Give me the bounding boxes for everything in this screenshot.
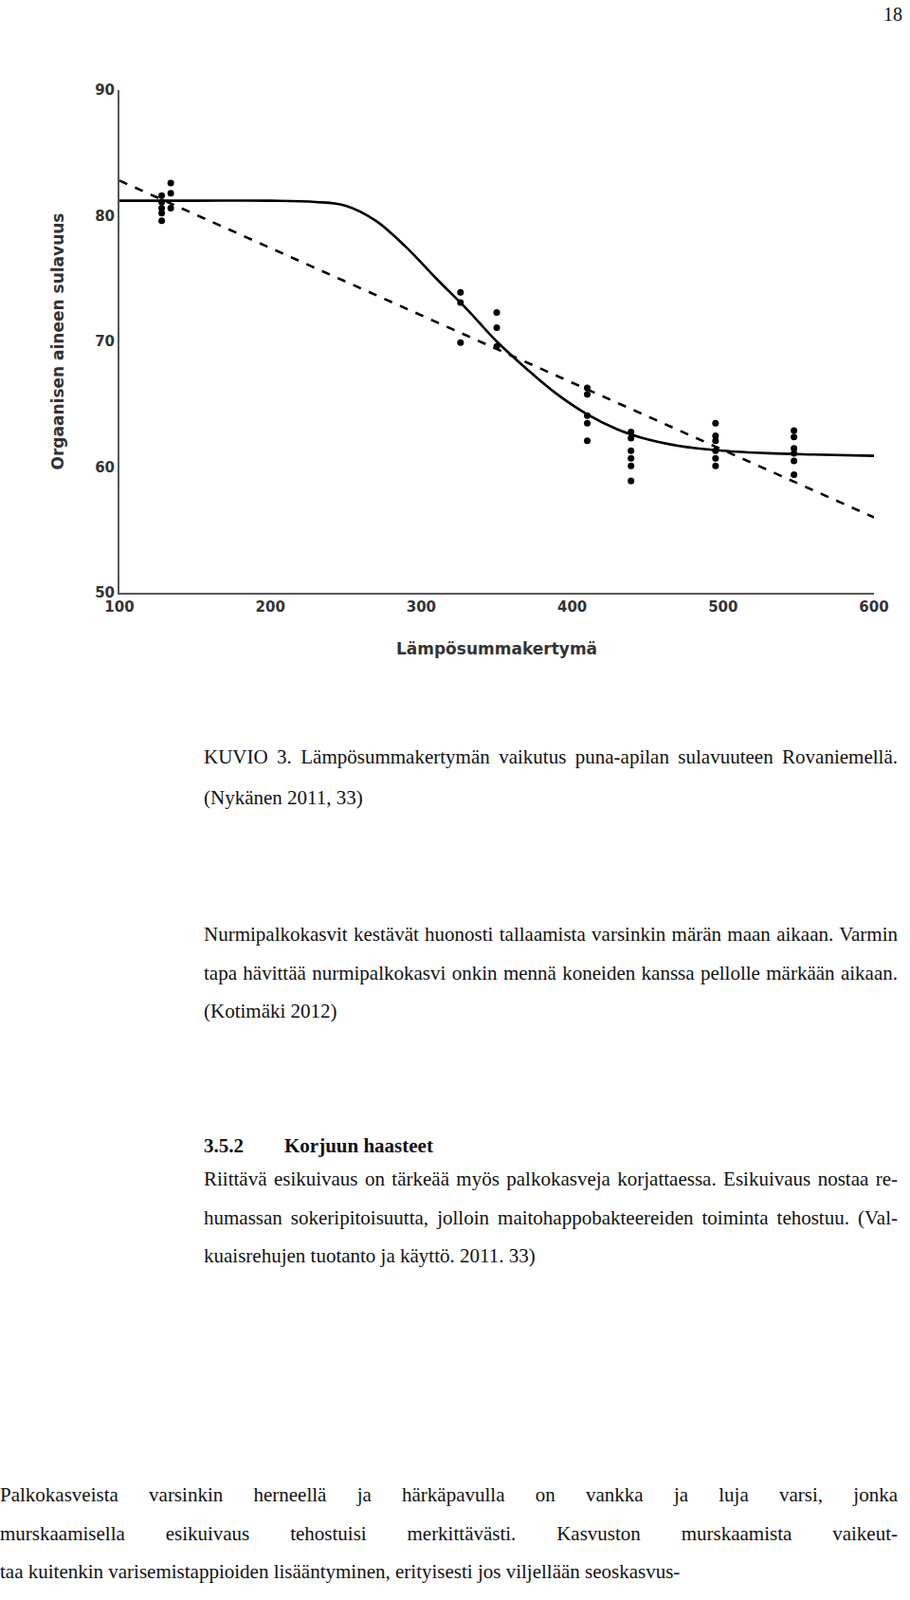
svg-text:200: 200 <box>255 598 286 616</box>
svg-text:Lämpösummakertymä: Lämpösummakertymä <box>396 638 598 658</box>
html-text:taa kuitenkin varisemistappioi: taa kuitenkin varisemistappioiden lisään… <box>0 1559 681 1583</box>
svg-text:600: 600 <box>858 598 889 616</box>
svg-text:300: 300 <box>406 598 437 616</box>
html-text:18: 18 <box>883 3 903 25</box>
svg-text:400: 400 <box>557 598 587 616</box>
svg-text:100: 100 <box>104 598 134 616</box>
html-text:(Kotimäki 2012): (Kotimäki 2012) <box>203 999 338 1022</box>
html-text:murskaamisella esikuivaus teho: murskaamisella esikuivaus tehostuisi mer… <box>0 1520 898 1544</box>
html-text:tapa hävittää nurmipalkokasvi: tapa hävittää nurmipalkokasvi onkin menn… <box>203 960 898 984</box>
html-text:Nurmipalkokasvit kestävät huon: Nurmipalkokasvit kestävät huonosti talla… <box>203 922 898 946</box>
svg-text:60: 60 <box>94 458 115 476</box>
html-text:3.5.2: 3.5.2 <box>203 1133 244 1157</box>
html-text:(Nykänen 2011, 33): (Nykänen 2011, 33) <box>203 785 363 809</box>
html-text:KUVIO 3. Lämpösummakertymän va: KUVIO 3. Lämpösummakertymän vaikutus pun… <box>203 745 898 768</box>
html-text:kuaisrehujen tuotanto ja käytt: kuaisrehujen tuotanto ja käyttö. 2011. 3… <box>203 1243 536 1267</box>
svg-text:70: 70 <box>94 332 115 350</box>
svg-text:80: 80 <box>94 207 115 225</box>
html-text:Palkokasveista varsinkin herne: Palkokasveista varsinkin herneellä ja hä… <box>0 1482 898 1506</box>
html-text:humassan sokeripitoisuutta, jo: humassan sokeripitoisuutta, jolloin mait… <box>203 1205 898 1229</box>
html-text:Korjuun haasteet: Korjuun haasteet <box>284 1133 434 1157</box>
svg-text:Orgaanisen aineen sulavuus: Orgaanisen aineen sulavuus <box>48 213 68 471</box>
svg-text:500: 500 <box>708 598 738 616</box>
svg-text:90: 90 <box>94 81 115 99</box>
svg-text:50: 50 <box>94 583 115 601</box>
html-text:Riittävä esikuivaus on tärkeää: Riittävä esikuivaus on tärkeää myös palk… <box>203 1166 898 1190</box>
